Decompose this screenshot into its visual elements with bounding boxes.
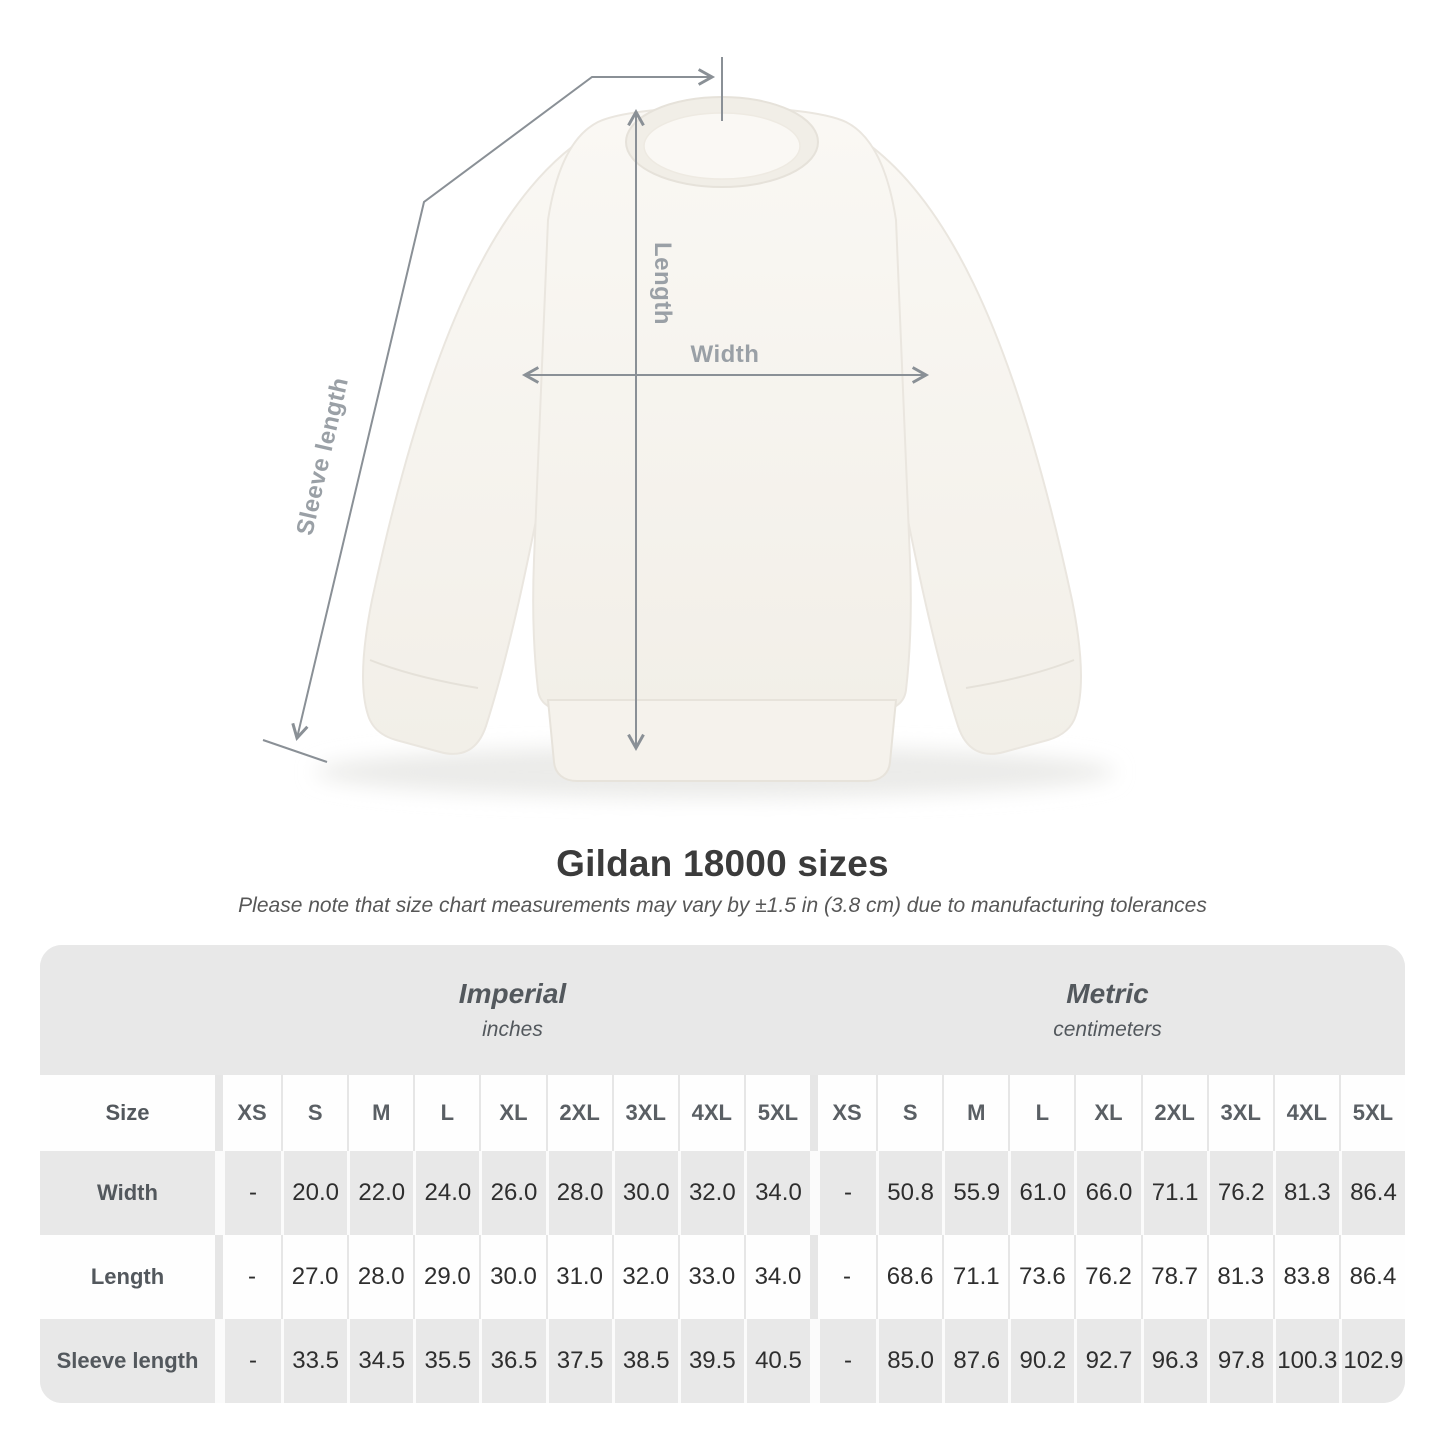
size-column-header: Size	[40, 1075, 215, 1151]
measurement-value-cell: 73.6	[1008, 1235, 1075, 1319]
measurement-value-cell: -	[215, 1151, 282, 1235]
size-header-cell: 5XL	[1338, 1075, 1405, 1151]
measurement-value-cell: 71.1	[1140, 1151, 1207, 1235]
measurement-value-cell: 85.0	[876, 1319, 943, 1403]
measurement-value-cell: 92.7	[1074, 1319, 1141, 1403]
measurement-value-cell: 86.4	[1338, 1235, 1405, 1319]
measurement-value-cell: 50.8	[876, 1151, 943, 1235]
measurement-value-cell: 30.0	[479, 1235, 546, 1319]
measurement-row-label: Sleeve length	[40, 1319, 215, 1403]
size-header-cell: XS	[215, 1075, 282, 1151]
size-header-cell: XL	[1074, 1075, 1141, 1151]
measurement-value-cell: 83.8	[1272, 1235, 1339, 1319]
size-header-cell: 5XL	[743, 1075, 810, 1151]
measurement-value-cell: 34.0	[743, 1235, 810, 1319]
size-header-cell: 4XL	[677, 1075, 744, 1151]
tolerance-note: Please note that size chart measurements…	[238, 894, 1207, 917]
measurement-value-cell: 86.4	[1338, 1151, 1405, 1235]
measurement-value-cell: 76.2	[1206, 1151, 1273, 1235]
measurement-value-cell: 96.3	[1140, 1319, 1207, 1403]
measurement-value-cell: 35.5	[413, 1319, 480, 1403]
measurement-value-cell: 24.0	[413, 1151, 480, 1235]
size-header-cell: XL	[479, 1075, 546, 1151]
size-header-cell: S	[281, 1075, 348, 1151]
size-header-cell: 2XL	[545, 1075, 612, 1151]
unit-group-unit: centimeters	[1053, 1018, 1162, 1041]
measurement-value-cell: 32.0	[611, 1235, 678, 1319]
table-corner-spacer	[40, 945, 215, 1075]
measurement-value-cell: 38.5	[611, 1319, 678, 1403]
size-header-cell: L	[1008, 1075, 1075, 1151]
length-label: Length	[649, 242, 676, 325]
measurement-value-cell: 81.3	[1206, 1235, 1273, 1319]
measurement-value-cell: -	[215, 1235, 282, 1319]
measurement-value-cell: -	[810, 1235, 877, 1319]
unit-group-name: Metric	[1066, 978, 1149, 1009]
measurement-value-cell: 30.0	[611, 1151, 678, 1235]
sleeve-length-arrow	[291, 68, 716, 741]
measurement-value-cell: 34.0	[743, 1151, 810, 1235]
unit-group-name: Imperial	[458, 978, 567, 1009]
unit-group-header: Metric centimeters	[810, 945, 1405, 1075]
sweatshirt-diagram: Width Length Sleeve length	[262, 57, 1115, 798]
measurement-value-cell: 55.9	[942, 1151, 1009, 1235]
measurement-value-cell: 102.9	[1338, 1319, 1405, 1403]
measurement-value-cell: 71.1	[942, 1235, 1009, 1319]
unit-group-unit: inches	[482, 1018, 543, 1041]
measurement-value-cell: 61.0	[1008, 1151, 1075, 1235]
measurement-value-cell: 68.6	[876, 1235, 943, 1319]
measurement-value-cell: 33.5	[281, 1319, 348, 1403]
size-header-cell: 3XL	[611, 1075, 678, 1151]
size-header-cell: 4XL	[1272, 1075, 1339, 1151]
measurement-value-cell: 78.7	[1140, 1235, 1207, 1319]
measurement-value-cell: 97.8	[1206, 1319, 1273, 1403]
measurement-lines	[262, 57, 930, 763]
measurement-value-cell: 29.0	[413, 1235, 480, 1319]
measurement-value-cell: 28.0	[545, 1151, 612, 1235]
sleeve-length-label: Sleeve length	[291, 375, 354, 538]
size-header-cell: 2XL	[1140, 1075, 1207, 1151]
measurement-value-cell: 37.5	[545, 1319, 612, 1403]
measurement-value-cell: -	[215, 1319, 282, 1403]
measurement-value-cell: -	[810, 1151, 877, 1235]
measurement-value-cell: 31.0	[545, 1235, 612, 1319]
measurement-value-cell: 32.0	[677, 1151, 744, 1235]
measurement-value-cell: 90.2	[1008, 1319, 1075, 1403]
page-title: Gildan 18000 sizes	[556, 843, 889, 884]
measurement-value-cell: 81.3	[1272, 1151, 1339, 1235]
measurement-value-cell: 87.6	[942, 1319, 1009, 1403]
measurement-row-label: Width	[40, 1151, 215, 1235]
right-cuff-seam	[965, 659, 1075, 689]
size-header-cell: L	[413, 1075, 480, 1151]
measurement-value-cell: 20.0	[281, 1151, 348, 1235]
measurement-value-cell: 39.5	[677, 1319, 744, 1403]
measurement-value-cell: 28.0	[347, 1235, 414, 1319]
measurement-value-cell: 34.5	[347, 1319, 414, 1403]
measurement-row-label: Length	[40, 1235, 215, 1319]
waistband	[546, 699, 898, 782]
unit-group-header: Imperial inches	[215, 945, 810, 1075]
sweatshirt-diagram-svg: Width Length Sleeve length	[262, 57, 1115, 798]
collar-inner	[643, 112, 801, 180]
size-header-cell: M	[942, 1075, 1009, 1151]
size-header-cell: XS	[810, 1075, 877, 1151]
measurement-value-cell: 22.0	[347, 1151, 414, 1235]
measurement-value-cell: 27.0	[281, 1235, 348, 1319]
size-header-cell: S	[876, 1075, 943, 1151]
size-header-cell: M	[347, 1075, 414, 1151]
width-label: Width	[691, 341, 760, 368]
measurement-value-cell: 100.3	[1272, 1319, 1339, 1403]
cuff-tick	[262, 739, 328, 763]
measurement-value-cell: 33.0	[677, 1235, 744, 1319]
measurement-value-cell: 66.0	[1074, 1151, 1141, 1235]
sweatshirt-body	[532, 106, 912, 713]
size-table: Imperial inches Metric centimeters Size XS S M L…	[40, 945, 1405, 1403]
size-header-cell: 3XL	[1206, 1075, 1273, 1151]
measurement-value-cell: 40.5	[743, 1319, 810, 1403]
measurement-value-cell: -	[810, 1319, 877, 1403]
measurement-value-cell: 36.5	[479, 1319, 546, 1403]
measurement-value-cell: 76.2	[1074, 1235, 1141, 1319]
measurement-value-cell: 26.0	[479, 1151, 546, 1235]
